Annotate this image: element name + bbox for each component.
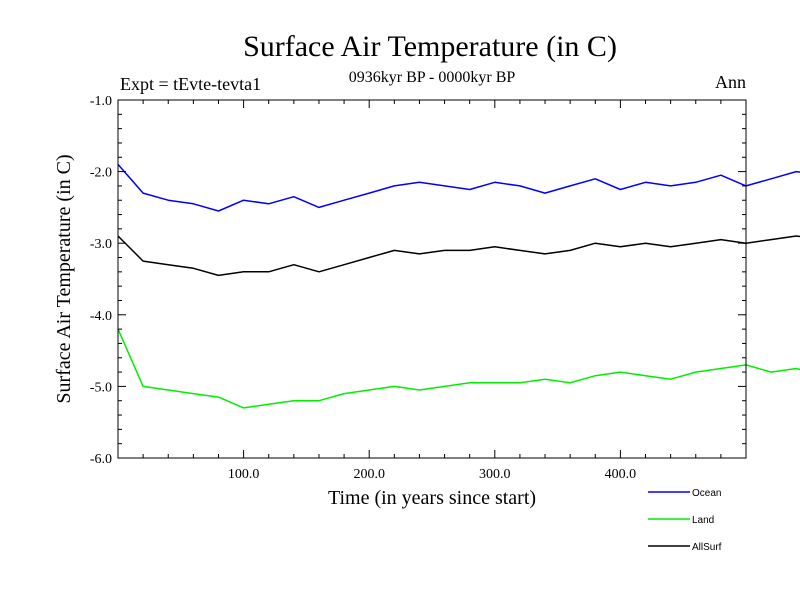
y-tick-label: -6.0 (90, 452, 112, 467)
x-axis-label: Time (in years since start) (328, 487, 536, 509)
series-line-ocean (117, 163, 800, 212)
period-label: Ann (715, 72, 746, 92)
x-axis-ticks: 100.0 200.0 300.0 400.0 (117, 100, 747, 482)
chart-title: Surface Air Temperature (in C) (243, 30, 617, 63)
legend-label-ocean: Ocean (692, 488, 721, 499)
y-axis-ticks: -1.0 -2.0 -3.0 -4.0 -5.0 -6.0 (90, 94, 746, 467)
x-tick-label: 300.0 (479, 467, 511, 482)
plot-frame (117, 99, 747, 459)
x-tick-label: 200.0 (353, 467, 385, 482)
x-tick-label: 400.0 (605, 467, 637, 482)
series-line-allsurf (117, 235, 800, 277)
y-tick-label: -2.0 (90, 166, 112, 181)
legend: Ocean Land AllSurf (648, 488, 722, 553)
experiment-label: Expt = tEvte-tevta1 (120, 74, 261, 94)
y-tick-label: -5.0 (90, 380, 112, 395)
series-line-land (117, 328, 800, 409)
y-axis-label: Surface Air Temperature (in C) (53, 154, 75, 403)
legend-label-allsurf: AllSurf (692, 542, 722, 553)
series-layer (117, 163, 800, 409)
y-tick-label: -1.0 (90, 94, 112, 109)
chart-subtitle: 0936kyr BP - 0000kyr BP (349, 69, 516, 86)
legend-label-land: Land (692, 515, 714, 526)
y-tick-label: -3.0 (90, 237, 112, 252)
y-tick-label: -4.0 (90, 309, 112, 324)
x-tick-label: 100.0 (228, 467, 260, 482)
